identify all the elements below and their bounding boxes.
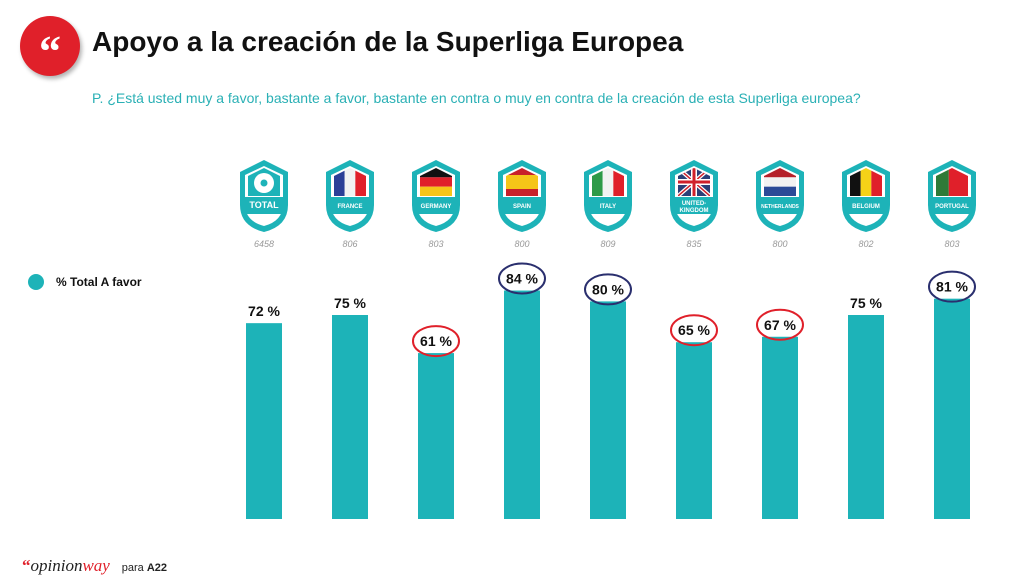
badge-germany: GERMANY: [412, 160, 460, 232]
data-label: 72 %: [248, 303, 280, 319]
data-label: 75 %: [850, 295, 882, 311]
badge-label: SPAIN: [513, 204, 531, 210]
sample-size: 800: [772, 239, 787, 249]
legend-swatch: [28, 274, 44, 290]
footer: “opinionway para A22: [22, 556, 167, 576]
badge-label: KINGDOM: [680, 208, 709, 214]
survey-question: P. ¿Está usted muy a favor, bastante a f…: [92, 90, 861, 106]
flag-icon: [936, 168, 968, 196]
badge-portugal: PORTUGAL: [928, 160, 976, 232]
bar-spain: [504, 290, 540, 519]
highlight-circle: [756, 308, 804, 341]
badge-spain: SPAIN: [498, 160, 546, 232]
bar-belgium: [848, 315, 884, 519]
bar-netherlands: [762, 336, 798, 519]
bar-portugal: [934, 298, 970, 519]
flag-icon: [506, 168, 538, 196]
badge-label: BELGIUM: [852, 204, 880, 210]
bar-total: [246, 323, 282, 519]
flag-icon: [420, 168, 452, 196]
badge-france: FRANCE: [326, 160, 374, 232]
legend: % Total A favor: [28, 274, 142, 290]
data-label: 80 %: [592, 281, 624, 297]
data-label: 84 %: [506, 271, 538, 287]
badge-total: TOTAL: [240, 160, 288, 232]
opinionway-logo: “opinionway: [22, 556, 110, 575]
badge-belgium: BELGIUM: [842, 160, 890, 232]
sample-size: 803: [944, 239, 959, 249]
sample-size: 835: [686, 239, 702, 249]
badge-label: GERMANY: [421, 204, 452, 210]
flag-icon: [334, 168, 366, 196]
sample-size: 802: [858, 239, 873, 249]
data-label: 61 %: [420, 333, 452, 349]
highlight-circle: [412, 325, 460, 358]
highlight-circle: [584, 273, 632, 306]
badge-label: TOTAL: [249, 200, 279, 210]
highlight-circle: [498, 262, 546, 295]
badge-italy: ITALY: [584, 160, 632, 232]
quote-logo-icon: “: [20, 16, 80, 76]
flag-icon: [764, 168, 796, 196]
highlight-circle: [928, 270, 976, 303]
badge-label: NETHERLANDS: [761, 204, 799, 210]
sample-size: 806: [342, 239, 357, 249]
highlight-circle: [670, 314, 718, 347]
bar-germany: [418, 353, 454, 519]
sample-size: 803: [428, 239, 443, 249]
sample-size: 800: [514, 239, 529, 249]
flag-icon: [592, 168, 624, 196]
data-label: 65 %: [678, 322, 710, 338]
sample-size: 809: [600, 239, 615, 249]
badge-label: FRANCE: [338, 204, 363, 210]
badge-netherlands: NETHERLANDS: [756, 160, 804, 232]
legend-label: % Total A favor: [56, 275, 142, 289]
bar-france: [332, 315, 368, 519]
bar-italy: [590, 301, 626, 519]
data-label: 75 %: [334, 295, 366, 311]
footer-para: para A22: [121, 562, 168, 574]
sample-size: 6458: [254, 239, 274, 249]
data-label: 67 %: [764, 317, 796, 333]
bar-united-kingdom: [676, 342, 712, 519]
badge-label: ITALY: [600, 204, 616, 210]
flag-icon: [850, 168, 882, 196]
page-title: Apoyo a la creación de la Superliga Euro…: [92, 26, 684, 57]
badge-label: PORTUGAL: [935, 204, 969, 210]
badge-label: UNITED-: [682, 201, 706, 207]
badge-united-kingdom: UNITED-KINGDOM: [670, 160, 718, 232]
data-label: 81 %: [936, 279, 968, 295]
